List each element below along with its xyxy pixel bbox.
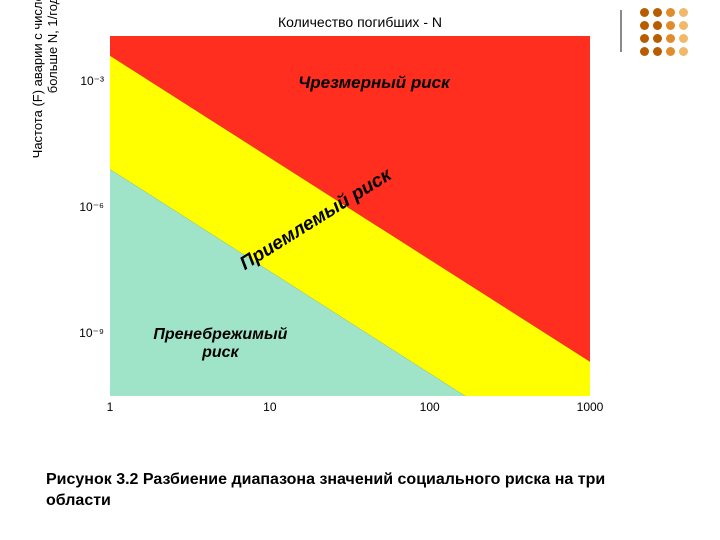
slide: Количество погибших - N Частота (F) авар… (0, 0, 720, 540)
y-axis-title: Частота (F) аварии с числом смертей боль… (30, 0, 60, 195)
x-tick-label: 10 (263, 400, 276, 414)
deco-dot (666, 34, 675, 43)
y-tick-label: 10⁻³ (80, 74, 104, 88)
region-label-excessive: Чрезмерный риск (298, 73, 449, 93)
figure-caption: Рисунок 3.2 Разбиение диапазона значений… (46, 470, 674, 512)
y-tick-label: 10⁻⁹ (79, 326, 104, 340)
y-tick-label: 10⁻⁶ (79, 200, 104, 214)
deco-dot (653, 34, 662, 43)
deco-dot (653, 47, 662, 56)
plot-area: 10⁻³10⁻⁶10⁻⁹ 1101001000 Чрезмерный рискП… (110, 36, 590, 396)
x-tick-label: 100 (420, 400, 440, 414)
deco-dot (640, 34, 649, 43)
region-label-negligible: Пренебрежимыйриск (153, 326, 287, 362)
x-tick-label: 1 (107, 400, 114, 414)
x-axis-title: Количество погибших - N (0, 14, 720, 30)
deco-dot (679, 34, 688, 43)
deco-dot (679, 47, 688, 56)
deco-dot (640, 47, 649, 56)
x-tick-label: 1000 (577, 400, 604, 414)
deco-dot (666, 47, 675, 56)
